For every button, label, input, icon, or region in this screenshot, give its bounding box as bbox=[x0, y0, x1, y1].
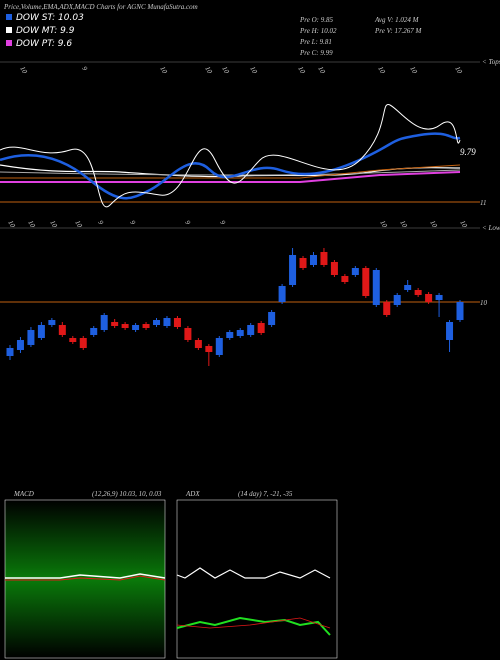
info-text: Pre L: 9.81 bbox=[299, 38, 332, 46]
legend-text: DOW PT: 9.6 bbox=[16, 39, 72, 49]
candle-body bbox=[393, 295, 401, 305]
candle-body bbox=[194, 340, 202, 348]
candle-body bbox=[446, 322, 454, 340]
tops-mark: 10 bbox=[248, 65, 259, 75]
legend-swatch bbox=[6, 40, 12, 46]
lows-mark: 10 bbox=[48, 219, 59, 229]
tops-mark: 10 bbox=[316, 65, 327, 75]
tops-mark: 10 bbox=[158, 65, 169, 75]
adx-label: ADX bbox=[185, 490, 200, 498]
last-price: 9.79 bbox=[460, 147, 476, 157]
candle-body bbox=[236, 330, 244, 336]
candle-body bbox=[111, 322, 119, 326]
candle-body bbox=[330, 262, 338, 275]
candle-body bbox=[100, 315, 108, 330]
macd-label: MACD bbox=[13, 490, 34, 498]
candle-body bbox=[456, 302, 464, 320]
tops-mark: 10 bbox=[203, 65, 214, 75]
candle-body bbox=[132, 325, 140, 330]
candle-body bbox=[404, 285, 412, 290]
tops-mark: 10 bbox=[220, 65, 231, 75]
candle-body bbox=[414, 290, 422, 295]
candle-body bbox=[425, 294, 433, 302]
candle-body bbox=[372, 270, 380, 305]
lows-mark: 10 bbox=[378, 219, 389, 229]
lows-mark: 9 bbox=[183, 219, 192, 226]
candle-body bbox=[278, 286, 286, 302]
candle-body bbox=[289, 255, 297, 285]
lows-mark: 9 bbox=[218, 219, 227, 226]
legend-swatch bbox=[6, 14, 12, 20]
candle-body bbox=[6, 348, 14, 356]
candle-body bbox=[173, 318, 181, 327]
candle-body bbox=[69, 338, 77, 342]
tops-mark: 10 bbox=[296, 65, 307, 75]
candle-body bbox=[142, 324, 150, 328]
info-text: Avg V: 1.024 M bbox=[374, 16, 420, 24]
info-text: Pre C: 9.99 bbox=[299, 49, 333, 57]
line-label: 10 bbox=[480, 299, 488, 307]
candle-body bbox=[79, 338, 87, 348]
legend-text: DOW MT: 9.9 bbox=[16, 26, 75, 36]
candle-body bbox=[435, 295, 443, 300]
candle-body bbox=[153, 320, 161, 325]
candle-body bbox=[341, 276, 349, 282]
candle-body bbox=[215, 338, 223, 355]
tops-label: < Tops bbox=[482, 58, 500, 66]
candle-body bbox=[247, 325, 255, 335]
tops-mark: 10 bbox=[453, 65, 464, 75]
candle-body bbox=[362, 268, 370, 296]
lows-mark: 10 bbox=[458, 219, 469, 229]
lows-mark: 10 bbox=[428, 219, 439, 229]
candle-body bbox=[299, 258, 307, 268]
legend-text: DOW ST: 10.03 bbox=[16, 13, 84, 23]
lows-mark: 10 bbox=[398, 219, 409, 229]
info-text: Pre O: 9.85 bbox=[299, 16, 333, 24]
candle-body bbox=[309, 255, 317, 265]
candle-body bbox=[205, 346, 213, 352]
lows-label: < Lows bbox=[482, 224, 500, 232]
candle-body bbox=[48, 320, 56, 325]
candle-body bbox=[37, 325, 45, 338]
lows-mark: 9 bbox=[128, 219, 137, 226]
candle-body bbox=[121, 324, 129, 328]
info-text: Pre H: 10.02 bbox=[299, 27, 337, 35]
candle-body bbox=[351, 268, 359, 275]
candle-body bbox=[58, 325, 66, 335]
candle-body bbox=[16, 340, 24, 350]
adx-params: (14 day) 7, -21, -35 bbox=[238, 490, 293, 498]
candle-body bbox=[268, 312, 276, 325]
candle-body bbox=[320, 252, 328, 265]
candle-body bbox=[383, 302, 391, 315]
chart-title: Price,Volume,EMA,ADX,MACD Charts for AGN… bbox=[3, 3, 198, 11]
tops-mark: 10 bbox=[376, 65, 387, 75]
tops-mark: 10 bbox=[408, 65, 419, 75]
macd-params: (12,26,9) 10.03, 10, 0.03 bbox=[92, 490, 162, 498]
info-text: Pre V: 17.267 M bbox=[374, 27, 422, 35]
tops-mark: 10 bbox=[18, 65, 29, 75]
candle-body bbox=[257, 323, 265, 333]
legend-swatch bbox=[6, 27, 12, 33]
lows-mark: 10 bbox=[6, 219, 17, 229]
candle-body bbox=[184, 328, 192, 340]
candle-body bbox=[90, 328, 98, 335]
candle-body bbox=[27, 330, 35, 345]
lows-mark: 9 bbox=[96, 219, 105, 226]
lows-mark: 10 bbox=[73, 219, 84, 229]
line-label: 11 bbox=[480, 199, 486, 207]
lows-mark: 10 bbox=[26, 219, 37, 229]
tops-mark: 9 bbox=[80, 65, 89, 72]
candle-body bbox=[163, 318, 171, 326]
candle-body bbox=[226, 332, 234, 338]
